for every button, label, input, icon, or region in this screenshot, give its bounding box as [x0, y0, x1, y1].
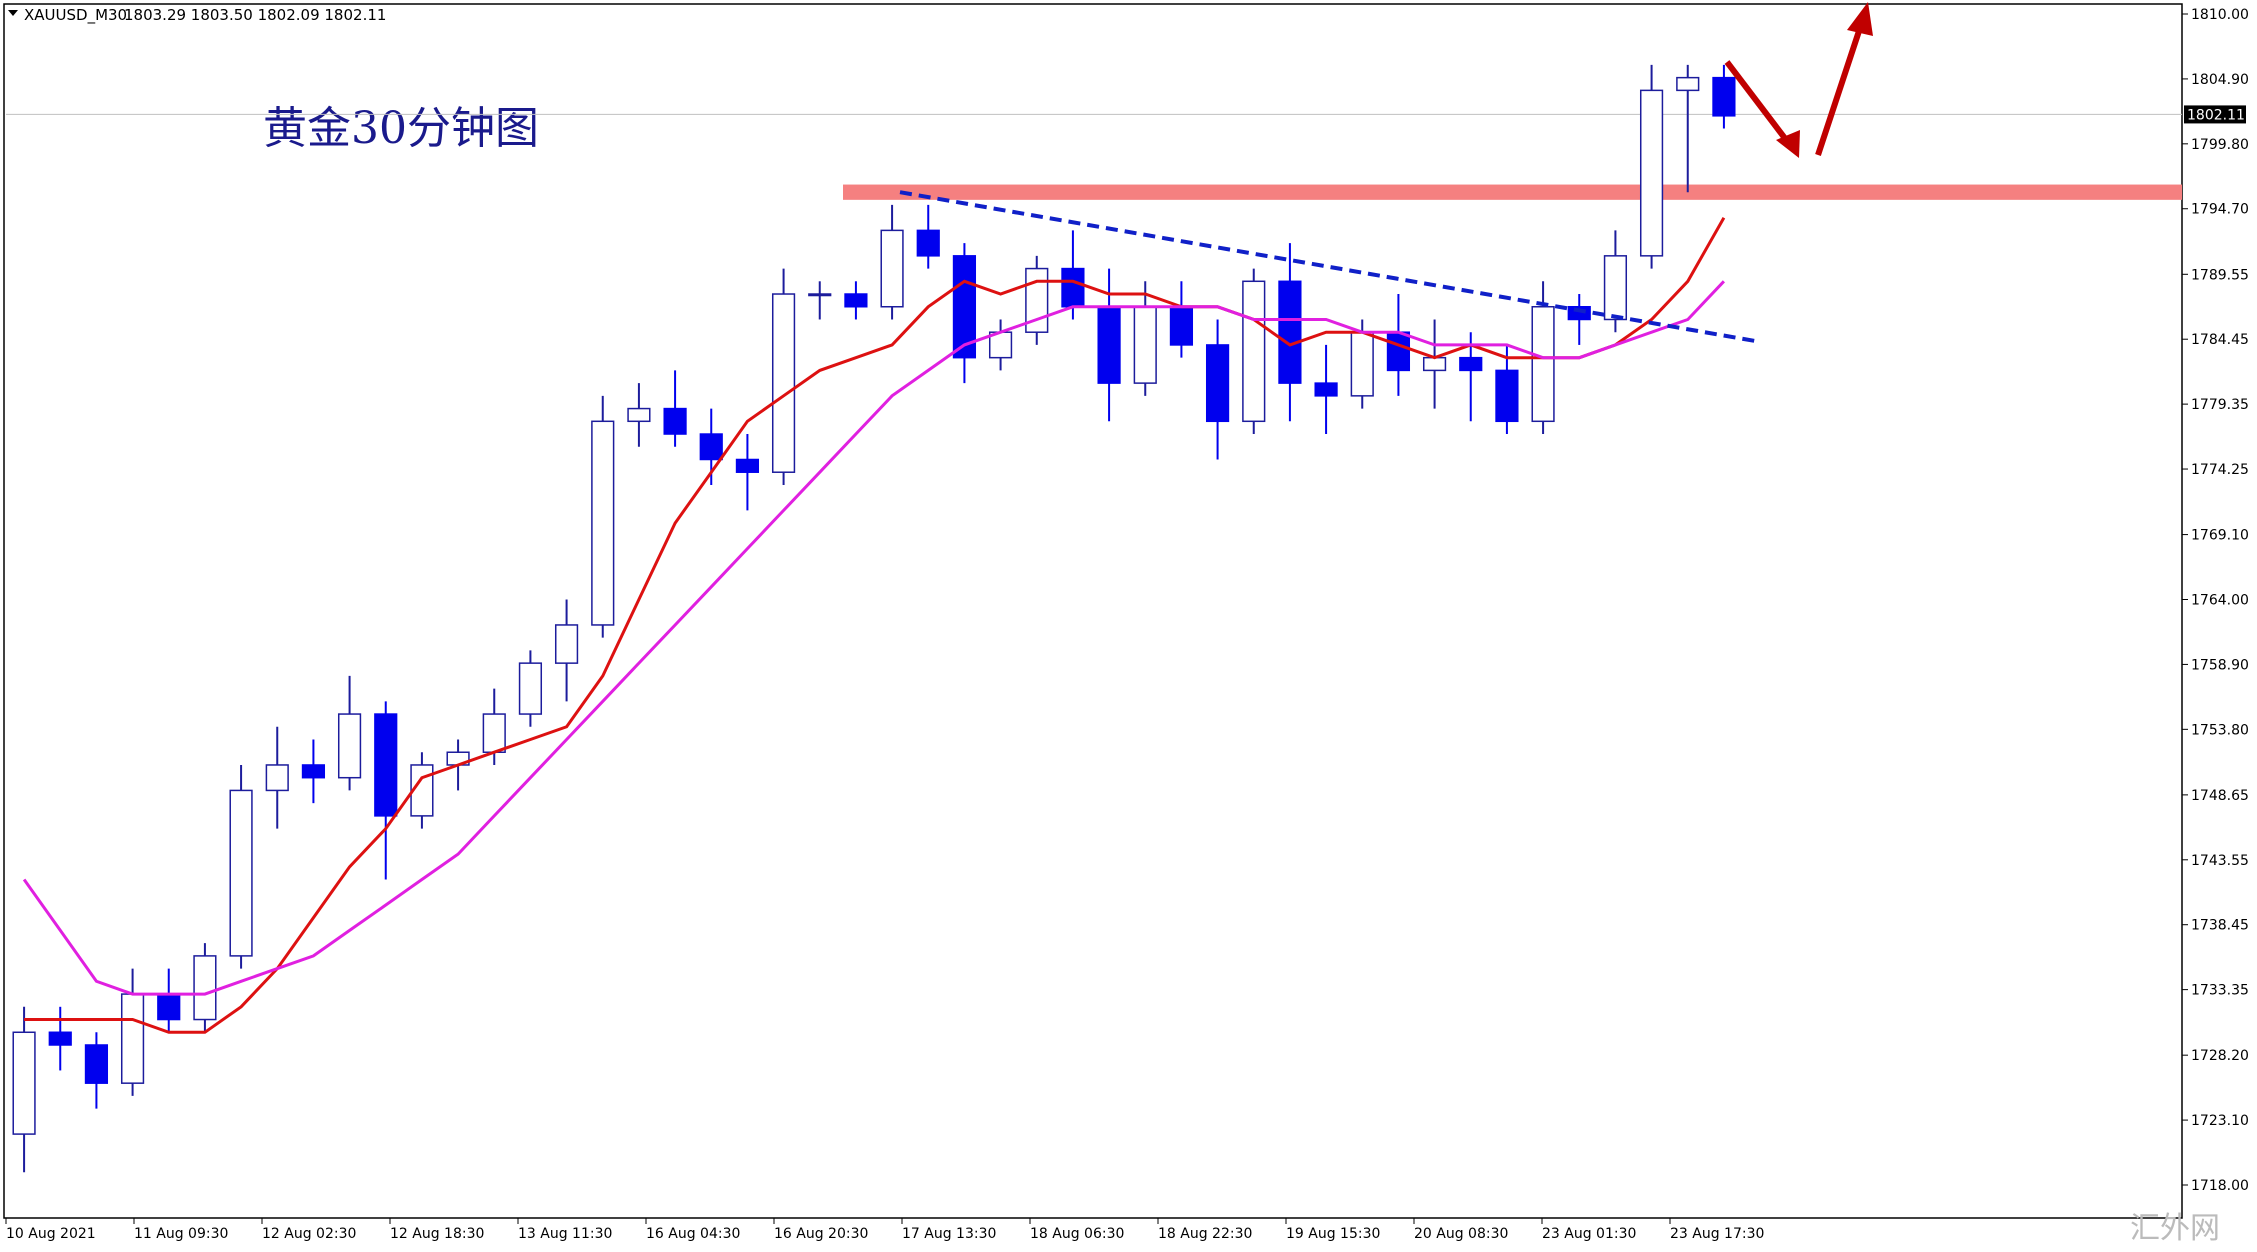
candle-body — [482, 713, 506, 753]
y-tick-label: 1758.90 — [2191, 657, 2249, 673]
candle-body — [157, 993, 181, 1021]
y-tick-label: 1804.90 — [2191, 72, 2249, 88]
y-tick-label: 1723.10 — [2191, 1113, 2249, 1129]
chart-title: 黄金30分钟图 — [263, 103, 539, 154]
candle-body — [84, 1044, 109, 1084]
header-symbol: XAUUSD_M30 — [24, 6, 127, 25]
candle-body — [374, 713, 398, 817]
candle-body — [1133, 306, 1157, 384]
candle-body — [844, 293, 868, 308]
x-tick-label: 18 Aug 22:30 — [1158, 1226, 1252, 1242]
candle-body — [1531, 306, 1555, 423]
moving-average — [24, 216, 1726, 1034]
x-tick-label: 23 Aug 17:30 — [1670, 1226, 1764, 1242]
candle-body — [771, 293, 796, 473]
candle-body — [591, 420, 615, 626]
candle-body — [1386, 331, 1411, 372]
y-tick-label: 1779.35 — [2191, 397, 2249, 413]
y-tick-label: 1799.80 — [2191, 137, 2249, 153]
last-price-label: 1802.11 — [2187, 107, 2245, 123]
candle-body — [699, 433, 723, 461]
candle-body — [1061, 267, 1085, 308]
candle-body — [735, 458, 760, 473]
trendline — [899, 190, 1757, 344]
candle-body — [1314, 382, 1338, 397]
forecast-arrowhead-down — [1776, 130, 1800, 158]
y-tick-label: 1743.55 — [2191, 853, 2249, 869]
x-tick-label: 10 Aug 2021 — [6, 1226, 96, 1242]
x-tick-label: 12 Aug 18:30 — [390, 1226, 484, 1242]
moving-average — [22, 280, 1725, 996]
candle-body — [265, 764, 289, 792]
x-tick-label: 23 Aug 01:30 — [1542, 1226, 1636, 1242]
y-tick-label: 1728.20 — [2191, 1048, 2249, 1064]
header-arrow — [8, 10, 18, 16]
candle-body — [663, 407, 687, 435]
x-tick-label: 11 Aug 09:30 — [134, 1226, 228, 1242]
candle-body — [1205, 344, 1230, 423]
y-tick-label: 1753.80 — [2191, 722, 2249, 738]
resistance-zone — [843, 184, 2182, 200]
candle-body — [952, 255, 977, 359]
candle-body — [337, 713, 362, 779]
candle-body — [1459, 356, 1483, 372]
plot-frame — [3, 3, 2183, 1219]
candle-body — [916, 229, 940, 257]
last-price-box — [2184, 105, 2246, 124]
y-tick-label: 1738.45 — [2191, 918, 2249, 934]
x-tick-label: 17 Aug 13:30 — [902, 1226, 996, 1242]
candle-body — [12, 1031, 36, 1135]
y-tick-label: 1784.45 — [2191, 332, 2249, 348]
x-tick-label: 20 Aug 08:30 — [1414, 1226, 1508, 1242]
candle-body — [301, 764, 326, 779]
x-tick-label: 12 Aug 02:30 — [262, 1226, 356, 1242]
candle-body — [1712, 76, 1736, 117]
header-prices: 1803.29 1803.50 1802.09 1802.11 — [124, 6, 386, 24]
candle-body — [48, 1031, 72, 1046]
candle-body — [1676, 76, 1700, 92]
x-tick-label: 13 Aug 11:30 — [518, 1226, 612, 1242]
candle-body — [1278, 280, 1302, 384]
candle-body — [1603, 255, 1628, 321]
candle-body — [1495, 369, 1519, 423]
watermark: 汇外网 — [2130, 1211, 2220, 1246]
y-tick-label: 1733.35 — [2191, 983, 2249, 999]
candle-body — [1639, 89, 1664, 257]
x-tick-label: 16 Aug 04:30 — [646, 1226, 740, 1242]
forecast-arrow-down — [1724, 60, 1793, 147]
candle-body — [120, 993, 145, 1084]
y-tick-label: 1789.55 — [2191, 267, 2249, 283]
y-tick-label: 1810.00 — [2191, 7, 2249, 23]
candle-body — [554, 624, 579, 664]
candle-body — [229, 789, 253, 957]
y-tick-label: 1764.00 — [2191, 593, 2249, 609]
candle-body — [193, 955, 217, 1021]
x-tick-label: 18 Aug 06:30 — [1030, 1226, 1124, 1242]
forecast-arrowhead-up — [1847, 2, 1873, 36]
y-tick-label: 1769.10 — [2191, 528, 2249, 544]
candle-body — [880, 229, 904, 308]
y-tick-label: 1748.65 — [2191, 788, 2249, 804]
y-tick-label: 1774.25 — [2191, 462, 2249, 478]
candle-body — [808, 293, 832, 297]
x-tick-label: 16 Aug 20:30 — [774, 1226, 868, 1242]
candle-body — [1169, 306, 1194, 346]
candle-body — [1422, 356, 1447, 372]
candle-body — [627, 407, 651, 423]
forecast-arrow-up — [1815, 27, 1863, 156]
candle-body — [1350, 331, 1374, 397]
candle-body — [1097, 306, 1121, 384]
y-tick-label: 1718.00 — [2191, 1178, 2249, 1194]
candle-body — [1242, 280, 1266, 423]
y-tick-label: 1794.70 — [2191, 202, 2249, 218]
x-tick-label: 19 Aug 15:30 — [1286, 1226, 1380, 1242]
candle-body — [518, 662, 543, 715]
